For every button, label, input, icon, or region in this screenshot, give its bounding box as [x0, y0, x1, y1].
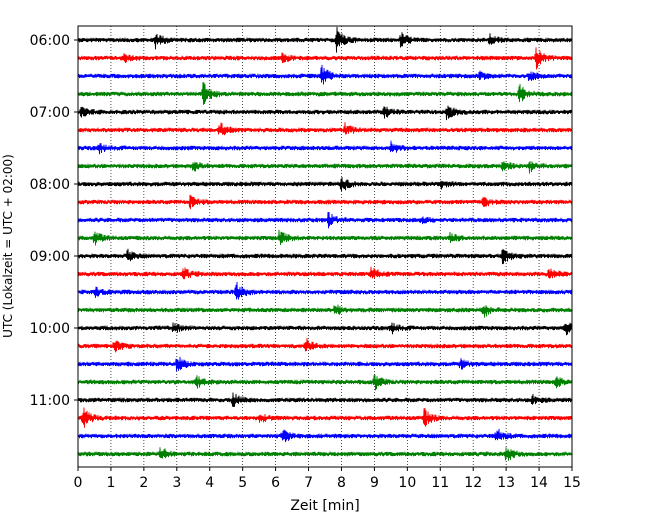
x-tick-label: 4: [205, 475, 214, 491]
seismogram-trace: [77, 47, 573, 70]
plot-frame: [77, 25, 573, 468]
seismogram-trace: [77, 140, 573, 155]
seismogram-trace: [77, 428, 573, 443]
x-tick-label: 5: [238, 475, 247, 491]
seismogram-trace: [77, 356, 573, 372]
x-tick-label: 6: [271, 475, 280, 491]
x-tick-label: 10: [398, 475, 416, 491]
x-axis: 0 1 2 3 4 5 6 7 8 9 10 11 12 13 14 15: [74, 467, 581, 491]
seismogram-trace: [77, 26, 573, 53]
x-tick-label: 3: [172, 475, 181, 491]
y-tick-label: 07:00: [30, 105, 70, 121]
x-tick-label: 0: [74, 475, 83, 491]
y-tick-label: 10:00: [30, 321, 70, 337]
y-tick-label: 06:00: [30, 33, 70, 49]
y-axis-title: UTC (Lokalzeit = UTC + 02:00): [1, 154, 15, 338]
x-axis-title: Zeit [min]: [290, 498, 359, 514]
seismogram-trace: [77, 447, 573, 461]
seismogram-trace: [77, 105, 573, 121]
seismogram-trace: [77, 229, 573, 246]
y-axis: 06:00 07:00 08:00 09:00 10:00 11:00: [30, 33, 78, 409]
seismogram-trace: [77, 161, 573, 174]
seismogram-trace: [77, 374, 573, 391]
seismogram-trace: [77, 248, 573, 265]
x-tick-label: 2: [139, 475, 148, 491]
seismogram-trace: [77, 304, 573, 318]
x-tick-label: 1: [106, 475, 115, 491]
x-tick-label: 7: [304, 475, 313, 491]
seismogram-trace: [77, 407, 573, 428]
x-tick-label: 9: [370, 475, 379, 491]
x-tick-label: 12: [464, 475, 482, 491]
seismogram-trace: [77, 322, 573, 336]
y-tick-label: 09:00: [30, 249, 70, 265]
seismogram-trace: [77, 82, 573, 105]
x-tick-label: 15: [563, 475, 581, 491]
seismogram-trace: [77, 64, 573, 85]
seismogram-trace: [77, 211, 573, 229]
x-tick-label: 14: [530, 475, 548, 491]
seismogram-trace: [77, 194, 573, 210]
y-tick-label: 08:00: [30, 177, 70, 193]
seismogram-trace: [77, 266, 573, 280]
seismogram-trace: [77, 392, 573, 407]
x-tick-label: 11: [431, 475, 449, 491]
seismogram-trace: [77, 281, 573, 300]
seismogram-trace: [77, 177, 573, 192]
y-tick-label: 11:00: [30, 393, 70, 409]
x-tick-label: 13: [497, 475, 515, 491]
x-tick-label: 8: [337, 475, 346, 491]
seismogram-trace: [77, 337, 573, 353]
seismogram-trace: [77, 122, 573, 136]
trace-layer: [77, 26, 573, 461]
